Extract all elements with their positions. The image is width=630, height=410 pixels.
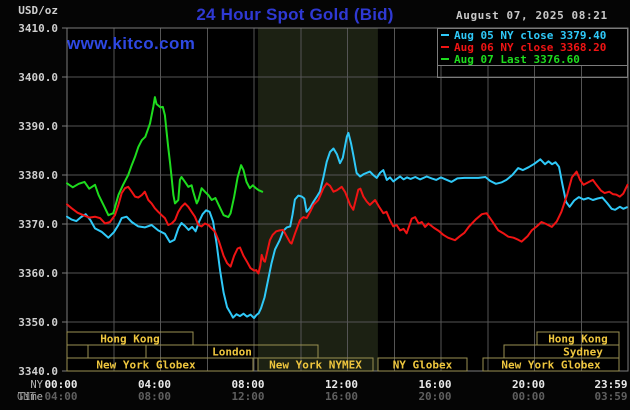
chart-datetime: August 07, 2025 08:21 [456, 9, 608, 22]
y-tick-label: 3350.0 [18, 316, 58, 329]
ny-time-tick-label: 08:00 [231, 378, 264, 391]
y-tick-label: 3400.0 [18, 71, 58, 84]
legend-label: Aug 06 NY close 3368.20 [454, 41, 607, 54]
ny-time-tick-label: 12:00 [325, 378, 358, 391]
ny-time-tick-label: 04:00 [138, 378, 171, 391]
series-line-aug-07 [66, 96, 264, 219]
ny-time-tick-label: 16:00 [418, 378, 451, 391]
y-tick-label: 3380.0 [18, 169, 58, 182]
ny-time-tick-label: 20:00 [512, 378, 545, 391]
series-line-aug-06 [66, 170, 629, 275]
y-tick-label: 3360.0 [18, 267, 58, 280]
ny-time-tick-label: 23:59 [594, 378, 627, 391]
legend-row: Aug 05 NY close 3379.40 [438, 30, 627, 42]
gmt-axis-label: GMT [17, 391, 36, 403]
gmt-tick-label: 20:00 [418, 390, 451, 403]
session-label: Sydney [563, 346, 603, 359]
gmt-tick-label: 00:00 [512, 390, 545, 403]
gmt-tick-label: 12:00 [231, 390, 264, 403]
session-box [482, 357, 620, 372]
gmt-tick-label: 04:00 [44, 390, 77, 403]
legend-dash-icon [441, 34, 449, 36]
page-title: 24 Hour Spot Gold (Bid) [196, 5, 394, 24]
y-tick-label: 3370.0 [18, 218, 58, 231]
session-box [377, 357, 468, 372]
y-tick-label: 3340.0 [18, 365, 58, 378]
ny-time-axis-label: NY Time [17, 379, 43, 403]
session-label: New York Globex [96, 359, 196, 372]
gmt-tick-label: 03:59 [594, 390, 627, 403]
series-line-aug-05 [66, 131, 628, 320]
legend-label: Aug 05 NY close 3379.40 [454, 29, 607, 42]
session-box [66, 357, 254, 372]
session-label: Hong Kong [100, 333, 160, 346]
session-label: New York Globex [501, 359, 601, 372]
gmt-tick-label: 08:00 [138, 390, 171, 403]
legend-row: Aug 06 NY close 3368.20 [438, 42, 627, 54]
session-label: NY Globex [393, 359, 453, 372]
legend-dash-icon [441, 58, 449, 60]
kitco-watermark-link[interactable]: www.kitco.com [67, 34, 196, 53]
y-tick-label: 3410.0 [18, 22, 58, 35]
legend: Aug 05 NY close 3379.40 Aug 06 NY close 3… [437, 28, 628, 66]
session-box [257, 357, 374, 372]
y-tick-label: 3390.0 [18, 120, 58, 133]
legend-dash-icon [441, 46, 449, 48]
legend-extra-row [437, 65, 628, 78]
session-label: London [212, 346, 252, 359]
ny-time-tick-label: 00:00 [44, 378, 77, 391]
session-label: Hong Kong [548, 333, 608, 346]
legend-row: Aug 07 Last 3376.60 [438, 54, 627, 66]
legend-label: Aug 07 Last 3376.60 [454, 53, 580, 66]
y-axis-unit-label: USD/oz [18, 4, 58, 17]
gmt-tick-label: 16:00 [325, 390, 358, 403]
session-label: New York NYMEX [269, 359, 362, 372]
